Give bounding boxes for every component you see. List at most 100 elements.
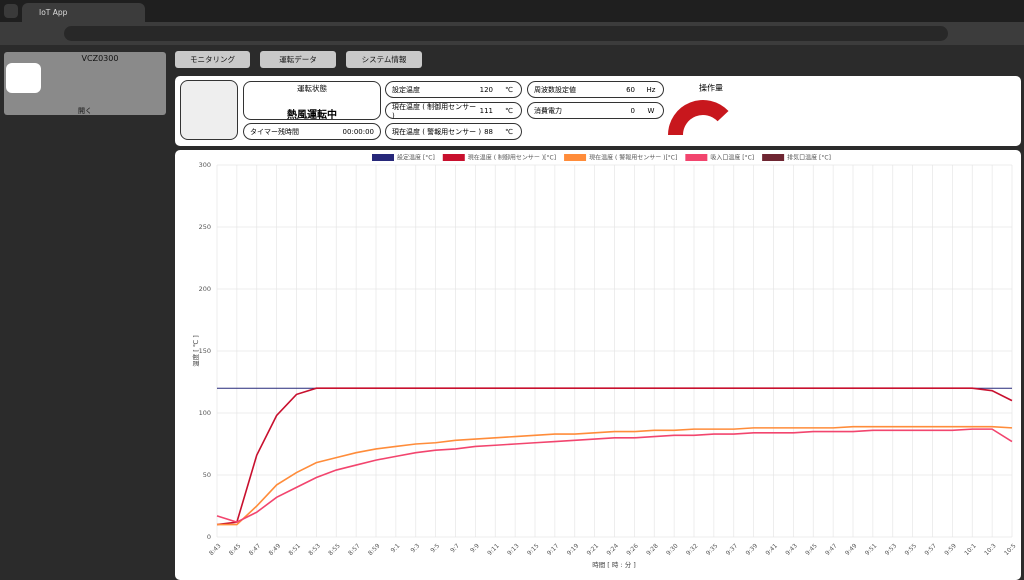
series-line: [217, 425, 1013, 526]
y-tick-label: 100: [199, 409, 211, 417]
reading-label: 現在温度 ( 警報用センサー ): [392, 127, 482, 136]
tab-button[interactable]: システム情報: [346, 51, 422, 68]
address-bar[interactable]: [64, 26, 948, 41]
reading-value: 120: [479, 85, 493, 94]
reading-unit: ℃: [505, 106, 513, 115]
state-box: [243, 81, 381, 120]
reading: 設定温度 120 ℃: [385, 81, 522, 98]
x-tick-label: 9:41: [764, 542, 779, 557]
tab[interactable]: IoT App: [22, 3, 145, 22]
x-tick-label: 9:28: [645, 542, 660, 557]
reading-value: 60: [626, 85, 635, 94]
x-tick-label: 8:43: [208, 542, 223, 557]
device-name: VCZ0300: [81, 54, 119, 63]
y-tick-label: 250: [199, 223, 211, 231]
x-tick-label: 9:3: [409, 542, 421, 554]
legend-swatch: [564, 154, 587, 161]
timer-value: 00:00:00: [342, 127, 374, 136]
x-tick-label: 9:30: [665, 542, 680, 557]
x-tick-label: 8:51: [287, 542, 302, 557]
reading-label: 現在温度 ( 制御用センサー ): [392, 102, 477, 120]
timer-box: タイマー残時間 00:00:00: [243, 123, 381, 140]
reading-unit: ℃: [505, 127, 513, 136]
y-tick-label: 150: [199, 347, 211, 355]
x-tick-label: 9:13: [506, 542, 521, 557]
x-tick-label: 9:49: [844, 542, 859, 557]
legend-swatch: [762, 154, 785, 161]
x-axis-title: 時間 [ 時 : 分 ]: [592, 560, 636, 569]
x-tick-label: 8:59: [367, 542, 382, 557]
tab-button[interactable]: 運転データ: [260, 51, 336, 68]
x-tick-label: 9:57: [923, 542, 938, 557]
legend-label: 設定温度 [°C]: [397, 154, 435, 162]
x-tick-label: 8:45: [228, 542, 243, 557]
chart-panel: [175, 150, 1021, 580]
x-tick-label: 8:49: [268, 542, 283, 557]
reading-unit: W: [647, 106, 655, 115]
x-tick-label: 9:26: [625, 542, 640, 557]
y-tick-label: 300: [199, 161, 211, 169]
state-label: 運転状態: [297, 84, 327, 93]
x-tick-label: 9:51: [864, 542, 879, 557]
reading-value: 111: [479, 106, 493, 115]
x-tick-label: 9:59: [943, 542, 958, 557]
open-label[interactable]: 開く: [78, 107, 92, 115]
reading-label: 周波数設定値: [534, 85, 576, 94]
reading: 現在温度 ( 警報用センサー ) 88 ℃: [385, 123, 522, 140]
x-tick-label: 9:1: [390, 542, 402, 554]
x-tick-label: 9:15: [526, 542, 541, 557]
device-icon: [6, 63, 41, 93]
reading: 現在温度 ( 制御用センサー ) 111 ℃: [385, 102, 522, 120]
state-value: 熱風運転中: [287, 110, 337, 121]
legend-label: 現在温度 ( 制御用センサー )[°C]: [468, 154, 556, 162]
reading: 周波数設定値 60 Hz: [527, 81, 664, 98]
tab-menu[interactable]: [4, 4, 18, 18]
x-tick-label: 9:43: [784, 542, 799, 557]
tab-title: IoT App: [39, 8, 68, 17]
gauge-title: 操作量: [699, 83, 723, 93]
gauge-arc: [668, 99, 729, 135]
legend-label: 現在温度 ( 警報用センサー )[°C]: [589, 154, 677, 162]
x-tick-label: 8:53: [307, 542, 322, 557]
reading-unit: Hz: [646, 85, 656, 94]
x-tick-label: 9:35: [705, 542, 720, 557]
x-tick-label: 9:9: [469, 542, 481, 554]
y-tick-label: 50: [203, 471, 211, 479]
x-tick-label: 8:47: [248, 542, 263, 557]
y-tick-label: 0: [207, 533, 211, 541]
reading: 消費電力 0 W: [527, 102, 664, 119]
y-axis-title: 温度 [ ℃ ]: [191, 335, 200, 367]
x-tick-label: 8:55: [327, 542, 342, 557]
reading-unit: ℃: [505, 85, 513, 94]
x-tick-label: 9:24: [605, 542, 620, 557]
x-tick-label: 8:57: [347, 542, 362, 557]
x-tick-label: 9:5: [429, 542, 441, 554]
x-tick-label: 9:21: [586, 542, 601, 557]
x-tick-label: 9:45: [804, 542, 819, 557]
x-tick-label: 10:3: [983, 542, 998, 557]
tab-strip: [0, 0, 1024, 22]
legend-swatch: [685, 154, 708, 161]
x-tick-label: 10:1: [963, 542, 978, 557]
x-tick-label: 9:17: [546, 542, 561, 557]
timer-label: タイマー残時間: [250, 127, 299, 136]
legend-label: 吸入口温度 [°C]: [710, 154, 754, 162]
reading-value: 88: [484, 127, 493, 136]
reading-label: 消費電力: [534, 106, 562, 115]
series-line: [216, 387, 1013, 526]
series-line: [216, 428, 1013, 523]
x-tick-label: 9:32: [685, 542, 700, 557]
x-tick-label: 9:39: [745, 542, 760, 557]
x-tick-label: 9:53: [884, 542, 899, 557]
legend-swatch: [442, 154, 465, 161]
x-tick-label: 9:47: [824, 542, 839, 557]
x-tick-label: 9:55: [904, 542, 919, 557]
y-tick-label: 200: [199, 285, 211, 293]
tab-button[interactable]: モニタリング: [175, 51, 250, 68]
x-tick-label: 9:37: [725, 542, 740, 557]
x-tick-label: 10:5: [1003, 542, 1018, 557]
legend-label: 排気口温度 [°C]: [787, 154, 831, 162]
reading-label: 設定温度: [392, 85, 420, 94]
